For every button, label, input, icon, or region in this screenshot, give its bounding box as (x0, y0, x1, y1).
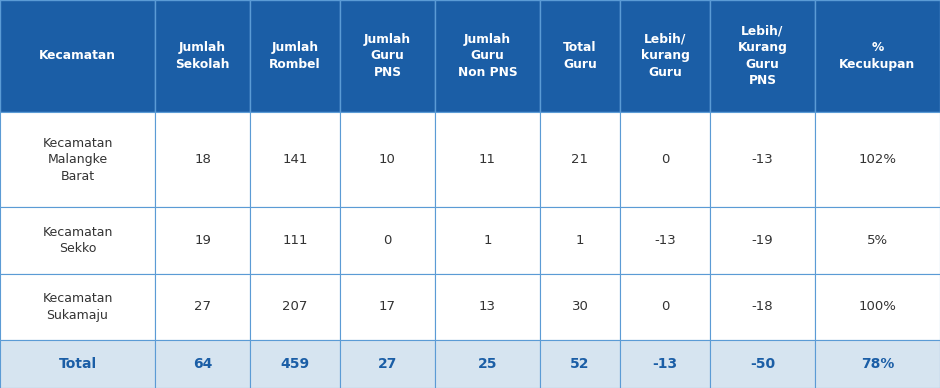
Text: -19: -19 (752, 234, 774, 247)
Text: Jumlah
Guru
Non PNS: Jumlah Guru Non PNS (458, 33, 517, 79)
Text: 52: 52 (571, 357, 589, 371)
Text: 25: 25 (478, 357, 497, 371)
Text: 141: 141 (282, 153, 307, 166)
Bar (710, 112, 815, 207)
Text: Kecamatan: Kecamatan (39, 49, 116, 62)
Bar (710, 274, 815, 340)
Text: Lebih/
kurang
Guru: Lebih/ kurang Guru (640, 33, 689, 79)
Bar (250, 0, 340, 112)
Bar (435, 207, 540, 274)
Bar (815, 112, 940, 207)
Text: 111: 111 (282, 234, 307, 247)
Text: 11: 11 (479, 153, 496, 166)
Text: 0: 0 (661, 300, 669, 313)
Bar (620, 207, 710, 274)
Bar (815, 0, 940, 112)
Bar (250, 274, 340, 340)
Text: 102%: 102% (858, 153, 897, 166)
Text: Lebih/
Kurang
Guru
PNS: Lebih/ Kurang Guru PNS (738, 25, 788, 87)
Text: 17: 17 (379, 300, 396, 313)
Bar (0, 207, 155, 274)
Text: 459: 459 (280, 357, 309, 371)
Text: 1: 1 (575, 234, 585, 247)
Text: 27: 27 (194, 300, 211, 313)
Bar (340, 207, 435, 274)
Bar (540, 207, 620, 274)
Bar (540, 0, 620, 112)
Text: 0: 0 (661, 153, 669, 166)
Text: -50: -50 (750, 357, 775, 371)
Text: -13: -13 (654, 234, 676, 247)
Text: 21: 21 (572, 153, 588, 166)
Text: -13: -13 (652, 357, 678, 371)
Bar (710, 0, 815, 112)
Bar (435, 274, 540, 340)
Bar (250, 340, 340, 388)
Bar (620, 0, 710, 112)
Text: 30: 30 (572, 300, 588, 313)
Bar (155, 0, 250, 112)
Bar (0, 274, 155, 340)
Bar (815, 340, 940, 388)
Bar (540, 112, 620, 207)
Text: Total
Guru: Total Guru (563, 41, 597, 71)
Bar (155, 207, 250, 274)
Text: 18: 18 (194, 153, 211, 166)
Text: 0: 0 (384, 234, 392, 247)
Text: Kecamatan
Sekko: Kecamatan Sekko (42, 226, 113, 255)
Bar (0, 0, 155, 112)
Bar (435, 340, 540, 388)
Text: 100%: 100% (858, 300, 897, 313)
Text: %
Kecukupan: % Kecukupan (839, 41, 916, 71)
Text: 64: 64 (193, 357, 212, 371)
Bar (620, 274, 710, 340)
Text: Jumlah
Sekolah: Jumlah Sekolah (175, 41, 229, 71)
Text: Jumlah
Guru
PNS: Jumlah Guru PNS (364, 33, 411, 79)
Bar (0, 340, 155, 388)
Text: 19: 19 (194, 234, 211, 247)
Text: Jumlah
Rombel: Jumlah Rombel (269, 41, 321, 71)
Bar (710, 207, 815, 274)
Bar (250, 207, 340, 274)
Text: 13: 13 (479, 300, 496, 313)
Bar (620, 112, 710, 207)
Bar (155, 274, 250, 340)
Bar (620, 340, 710, 388)
Bar (435, 0, 540, 112)
Bar (710, 340, 815, 388)
Text: -13: -13 (752, 153, 774, 166)
Bar (340, 340, 435, 388)
Text: 207: 207 (282, 300, 307, 313)
Text: 78%: 78% (861, 357, 894, 371)
Bar (250, 112, 340, 207)
Text: Kecamatan
Malangke
Barat: Kecamatan Malangke Barat (42, 137, 113, 183)
Bar (435, 112, 540, 207)
Text: -18: -18 (752, 300, 774, 313)
Bar (815, 207, 940, 274)
Bar (155, 112, 250, 207)
Text: 10: 10 (379, 153, 396, 166)
Text: Total: Total (58, 357, 97, 371)
Bar (155, 340, 250, 388)
Text: 1: 1 (483, 234, 492, 247)
Bar (340, 0, 435, 112)
Bar (340, 112, 435, 207)
Bar (340, 274, 435, 340)
Bar (540, 274, 620, 340)
Text: 27: 27 (378, 357, 398, 371)
Bar (815, 274, 940, 340)
Bar (0, 112, 155, 207)
Bar (540, 340, 620, 388)
Text: Kecamatan
Sukamaju: Kecamatan Sukamaju (42, 292, 113, 322)
Text: 5%: 5% (867, 234, 888, 247)
